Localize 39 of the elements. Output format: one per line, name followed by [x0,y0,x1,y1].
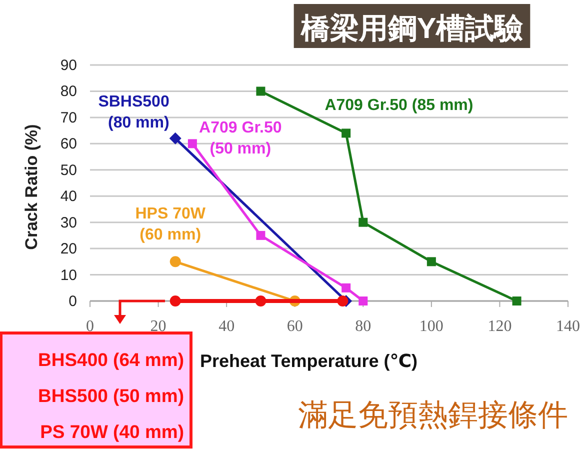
point [358,218,368,227]
y-tick-label: 80 [60,83,77,100]
x-axis-title: Preheat Temperature (℃) [200,351,418,371]
x-tick-label: 120 [488,318,512,335]
y-tick-label: 60 [60,136,77,153]
series-label: HPS 70W (60 mm) [135,206,206,244]
point [169,132,182,144]
point [255,296,266,306]
x-tick-label: 60 [286,318,303,335]
text: 滿足免預熱銲接條件 [298,399,568,432]
y-tick-label: 0 [68,293,77,310]
point [426,257,436,266]
y-tick-label: 10 [60,266,77,284]
y-tick-label: 90 [60,57,77,74]
point [337,296,348,306]
point [358,296,368,306]
point [170,256,181,268]
y-tick-label: 30 [60,214,77,232]
x-tick-label: 140 [556,318,580,335]
series-label: A709 Gr.50 (85 mm) [324,97,474,114]
point [342,128,351,138]
x-tick-label: 80 [355,318,372,335]
series-label: SBHS500 (80 mm) [98,93,170,132]
point [342,283,351,292]
y-tick-label: 70 [60,109,77,126]
point [256,86,266,96]
point [188,139,197,148]
chart-title: 橋梁用鋼Y槽試驗 [300,12,524,45]
point [256,230,266,240]
y-tick-label: 20 [60,240,77,258]
y-tick-label: 40 [60,188,77,206]
point [512,296,522,306]
series-label: A709 Gr.50 (50 mm) [199,120,282,158]
x-tick-label: 40 [218,318,235,335]
note-box: BHS400 (64 mm) BHS500 (50 mm) PS 70W (40 mm) [0,332,192,448]
x-tick-label: 100 [419,318,444,335]
point [170,296,181,306]
y-tick-label: 50 [60,162,77,179]
y-axis-title: Crack Ratio (%) [22,124,41,250]
